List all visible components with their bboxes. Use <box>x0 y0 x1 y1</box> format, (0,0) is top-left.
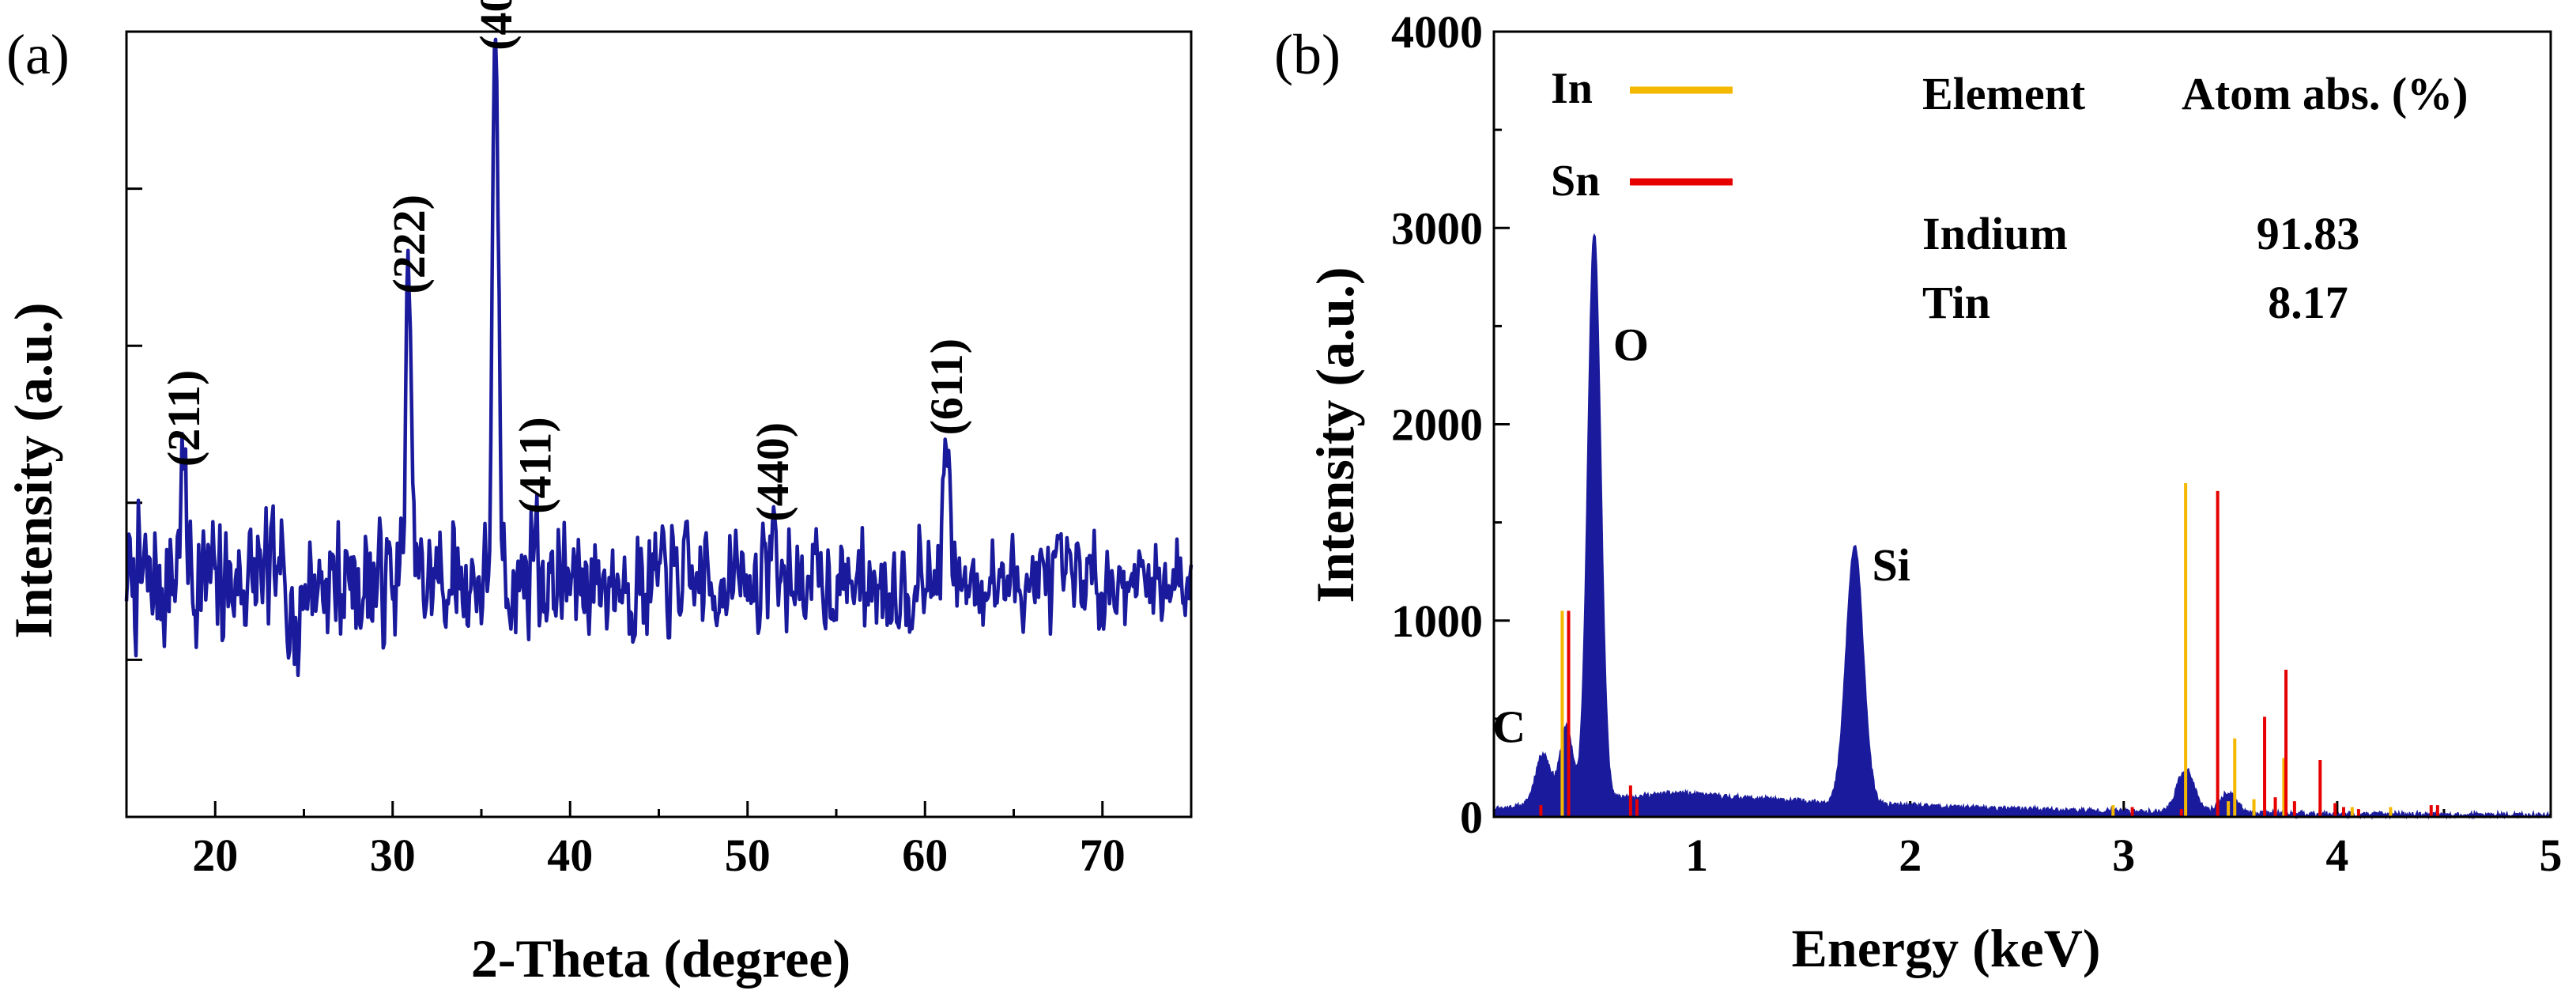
panel-b-marker-lines <box>1539 482 2439 817</box>
panel-a-frame <box>125 30 1193 818</box>
panel-b-legend: In Sn <box>1551 64 1733 206</box>
panel-b-x-tick-label: 3 <box>2112 830 2135 881</box>
table-cell-value-indium: 91.83 <box>2257 208 2360 259</box>
panel-b-y-axis-title: Intensity (a.u.) <box>1305 267 1365 603</box>
panel-a-peak-labels: (211) (222) (400) (411) (440) (611) <box>158 0 972 522</box>
eds-peak-label: Si <box>1873 539 1910 591</box>
panel-a-xrd-chart: (a) Intensity (a.u.) 2-Theta (degree) 20… <box>3 0 1194 989</box>
panel-b-y-tick-label: 0 <box>1460 792 1483 843</box>
panel-b-y-tick-label: 3000 <box>1391 202 1483 254</box>
panel-a-x-axis-title: 2-Theta (degree) <box>471 928 850 989</box>
panel-b-x-tick-label: 2 <box>1899 830 1922 881</box>
panel-b-tick-labels: 1 2 3 4 5 0 1000 2000 3000 4000 <box>1391 6 2563 881</box>
panel-b-x-tick-label: 4 <box>2325 830 2348 881</box>
eds-peak-label: O <box>1613 319 1649 371</box>
peak-label: (611) <box>921 338 972 435</box>
panel-b-ticks <box>1494 30 2552 818</box>
legend-label-sn: Sn <box>1551 157 1600 206</box>
panel-b-y-tick-label: 1000 <box>1391 595 1483 647</box>
panel-b-eds-spectrum <box>1493 232 2552 820</box>
legend-label-in: In <box>1551 64 1593 113</box>
panel-a-x-tick-label: 50 <box>725 830 771 881</box>
peak-label: (440) <box>747 422 798 522</box>
table-cell-element-tin: Tin <box>1922 277 1990 328</box>
panel-b-eds-chart: (b) Intensity (a.u.) Energy (keV) 1 2 3 4 5 0… <box>1274 6 2563 978</box>
panel-b-label: (b) <box>1274 23 1341 86</box>
panel-a-label: (a) <box>6 23 70 86</box>
panel-b-frame <box>1492 30 2552 818</box>
panel-a-x-tick-label: 20 <box>192 830 238 881</box>
panel-b-peak-labels: C O Si <box>1492 319 1910 753</box>
peak-label: (211) <box>158 370 209 467</box>
panel-b-x-tick-label: 5 <box>2540 830 2563 881</box>
panel-b-x-tick-label: 1 <box>1685 830 1708 881</box>
panel-a-xrd-line <box>124 37 1194 678</box>
table-header-element: Element <box>1922 68 2086 119</box>
panel-a-x-tick-label: 40 <box>547 830 593 881</box>
panel-b-x-axis-title: Energy (keV) <box>1792 918 2101 978</box>
peak-label: (411) <box>509 417 560 513</box>
panel-b-y-tick-label: 4000 <box>1391 6 1483 58</box>
table-cell-element-indium: Indium <box>1922 208 2068 259</box>
panel-a-x-tick-label: 70 <box>1080 830 1126 881</box>
composition-table: Element Atom abs. (%) Indium 91.83 Tin 8… <box>1922 68 2468 328</box>
table-cell-value-tin: 8.17 <box>2268 277 2348 328</box>
panel-a-tick-labels: 20 30 40 50 60 70 <box>192 830 1126 881</box>
panel-b-y-tick-label: 2000 <box>1391 399 1483 451</box>
peak-label: (400) <box>470 0 522 51</box>
panel-a-x-tick-label: 30 <box>370 830 416 881</box>
peak-label: (222) <box>383 195 435 294</box>
panel-a-x-tick-label: 60 <box>902 830 948 881</box>
table-header-atom-abs: Atom abs. (%) <box>2182 68 2468 119</box>
eds-peak-label: C <box>1492 701 1526 753</box>
panel-a-y-axis-title: Intensity (a.u.) <box>3 302 63 638</box>
panel-a-ticks <box>125 187 1193 817</box>
